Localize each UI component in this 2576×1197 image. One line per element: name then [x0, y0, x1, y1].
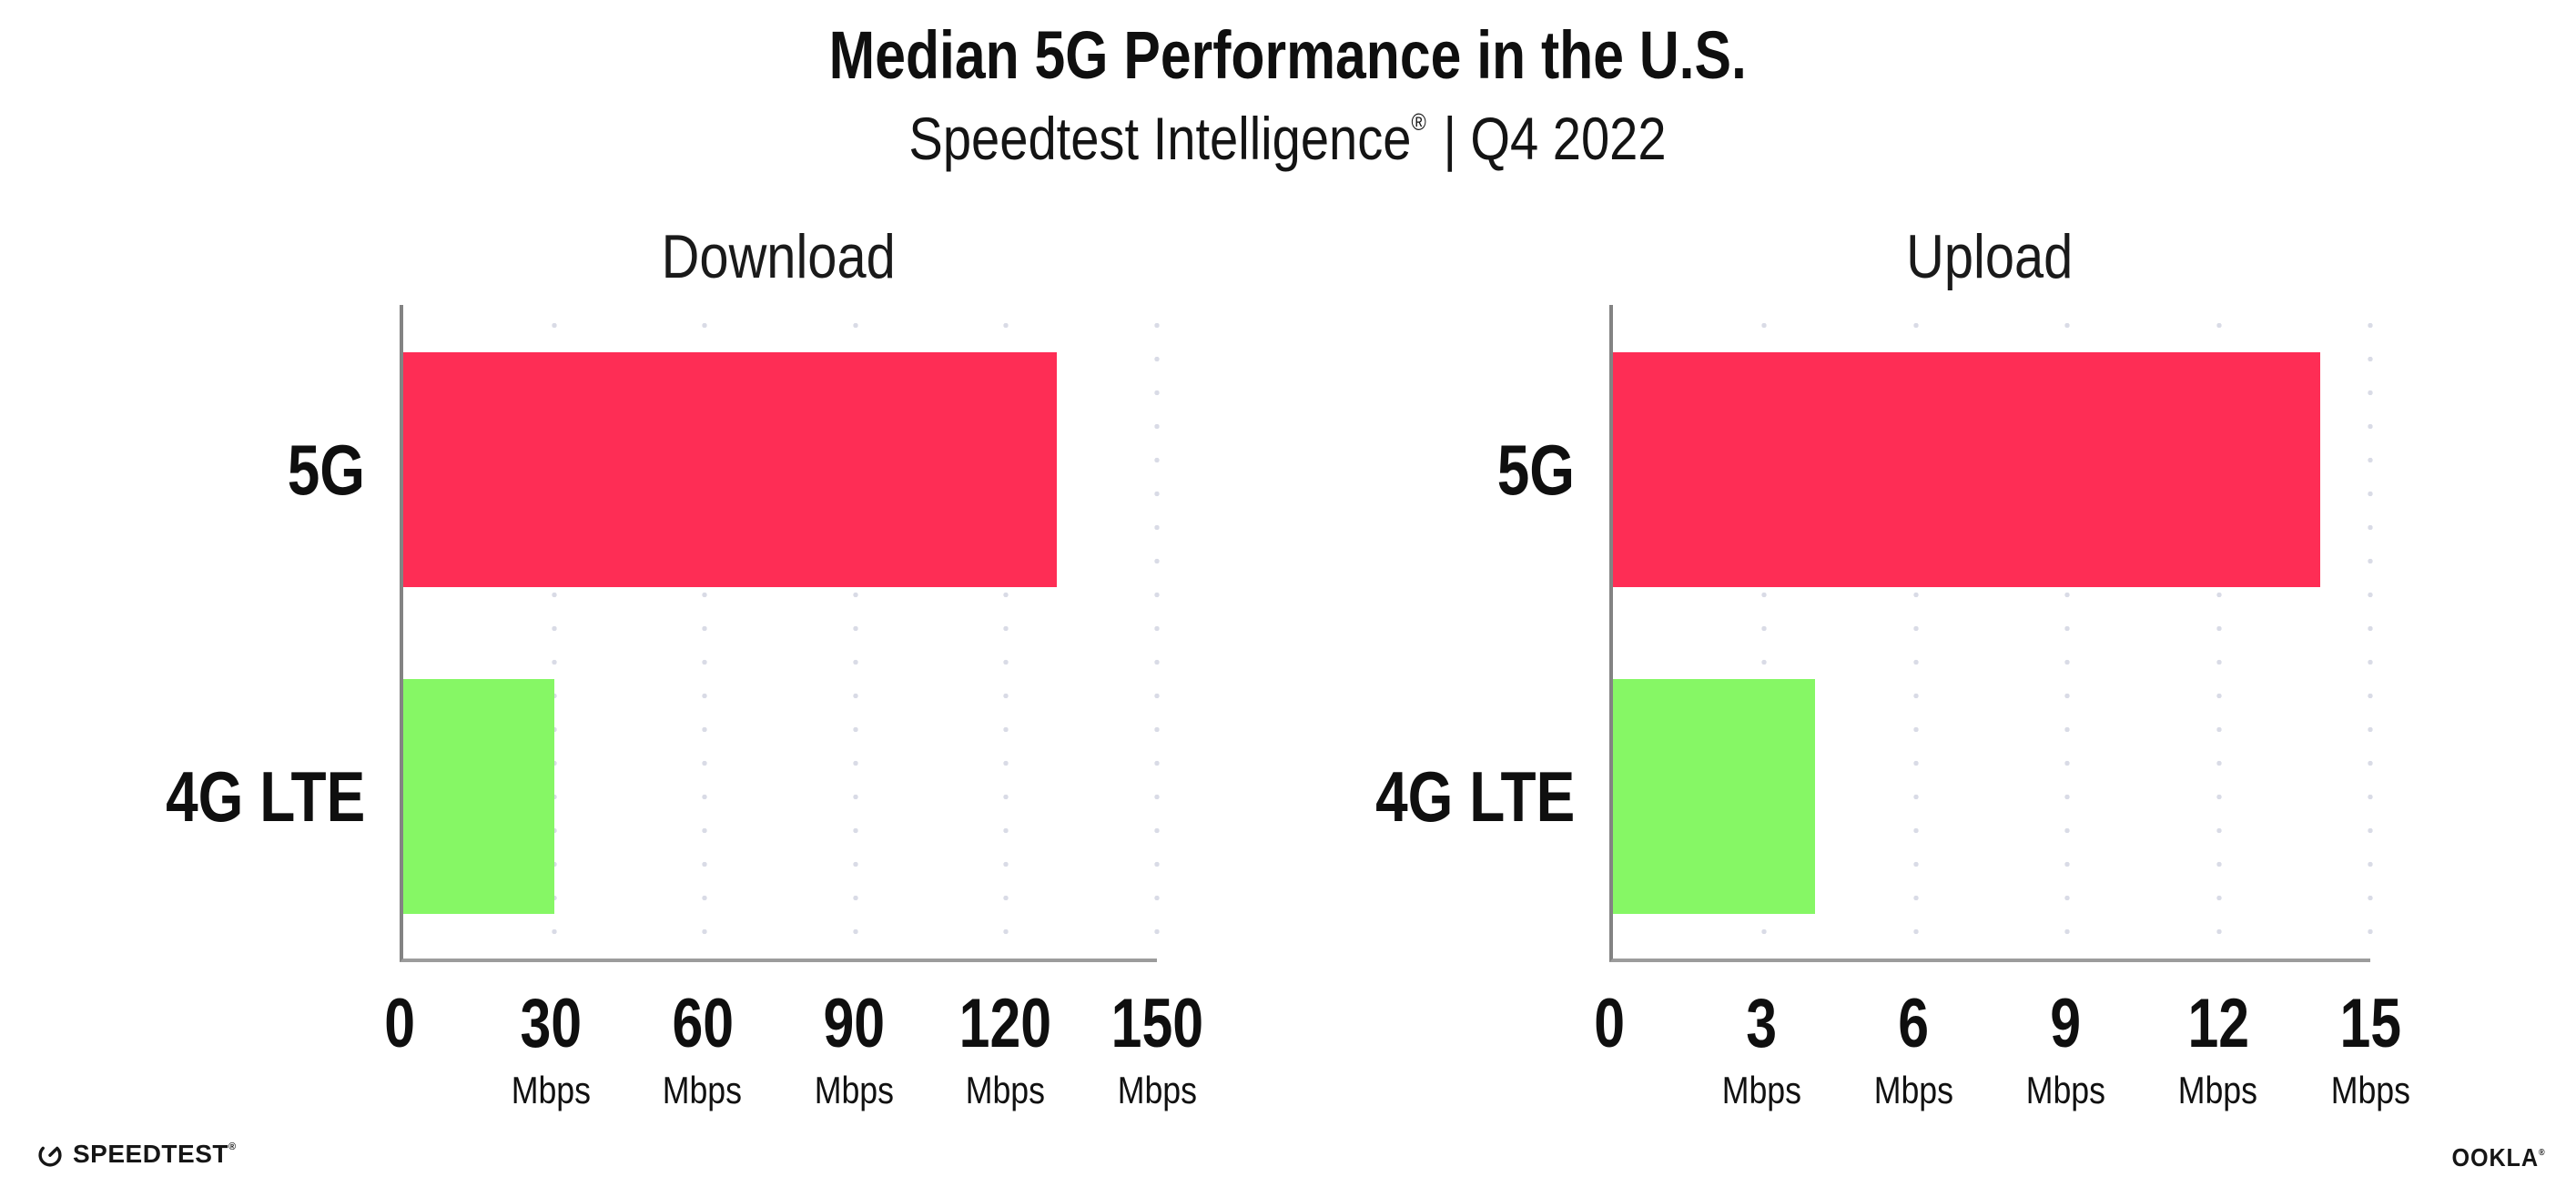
x-tick-value: 3 — [1746, 985, 1778, 1062]
x-tick-value: 0 — [384, 985, 415, 1062]
page-title-text: Median 5G Performance in the U.S. — [828, 17, 1748, 93]
category-label-4g-lte: 4G LTE — [122, 679, 365, 914]
x-tick-unit: Mbps — [814, 1069, 894, 1111]
speedtest-logo: SPEEDTEST® — [36, 1140, 237, 1169]
header: Median 5G Performance in the U.S. Speedt… — [0, 0, 2576, 170]
x-tick-unit: Mbps — [965, 1069, 1046, 1111]
speedtest-label: SPEEDTEST — [73, 1140, 228, 1168]
x-tick-value: 90 — [823, 985, 886, 1062]
category-label-5g: 5G — [1480, 352, 1575, 587]
bar-5g — [403, 352, 1057, 587]
upload-x-axis-labels: 0 3 Mbps 6 Mbps 9 Mbps 12 Mbps 15 Mbps — [1594, 985, 2410, 1135]
x-tick-value: 60 — [671, 985, 734, 1062]
download-chart: Download 5G 4G LTE 0 30 Mbps 60 Mbps 90 Mbps 120… — [166, 218, 1203, 1135]
category-label-text: 5G — [1496, 429, 1575, 510]
subtitle-brand: Speedtest Intelligence — [908, 104, 1412, 172]
x-tick-value: 15 — [2339, 985, 2401, 1062]
x-tick-unit: Mbps — [2178, 1069, 2258, 1111]
page-subtitle-text: Speedtest Intelligence® | Q4 2022 — [909, 107, 1667, 170]
gridline-9 — [2064, 305, 2071, 962]
gridline-6 — [1912, 305, 1919, 962]
download-chart-title: Download — [400, 218, 1157, 305]
ookla-registered-mark: ® — [2538, 1148, 2545, 1158]
gridline-60 — [702, 305, 708, 962]
registered-mark: ® — [1411, 107, 1427, 136]
category-label-text: 4G LTE — [165, 756, 365, 837]
upload-chart: Upload 5G 4G LTE 0 3 Mbps 6 Mbps 9 Mbps 12 Mbps 15… — [1375, 218, 2410, 1135]
download-plot-area: 5G 4G LTE — [166, 305, 1160, 962]
category-label-4g-lte: 4G LTE — [1332, 679, 1575, 914]
speedtest-registered-mark: ® — [228, 1141, 237, 1152]
bar-4g-lte — [1613, 679, 1815, 914]
x-tick-unit: Mbps — [1721, 1069, 1801, 1111]
x-tick-value: 9 — [2050, 985, 2082, 1062]
speedtest-wordmark: SPEEDTEST® — [73, 1140, 237, 1169]
gridline-3 — [1761, 305, 1768, 962]
download-x-axis-labels: 0 30 Mbps 60 Mbps 90 Mbps 120 Mbps 150 Mbps — [384, 985, 1203, 1135]
x-tick-unit: Mbps — [1117, 1069, 1197, 1111]
gridline-30 — [551, 305, 557, 962]
gridline-12 — [2216, 305, 2222, 962]
x-tick-unit: Mbps — [663, 1069, 743, 1111]
download-chart-title-text: Download — [661, 222, 896, 291]
bar-4g-lte — [403, 679, 554, 914]
x-tick-unit: Mbps — [511, 1069, 592, 1111]
x-tick-value: 0 — [1594, 985, 1625, 1062]
upload-chart-title-text: Upload — [1906, 222, 2074, 291]
x-tick-value: 12 — [2186, 985, 2249, 1062]
speedtest-gauge-icon — [38, 1146, 62, 1167]
x-tick-value: 6 — [1898, 985, 1930, 1062]
ookla-wordmark: OOKLA® — [2451, 1143, 2545, 1172]
bar-5g — [1613, 352, 2320, 587]
ookla-logo: OOKLA® — [2441, 1143, 2545, 1172]
category-label-5g: 5G — [270, 352, 365, 587]
x-tick-value: 30 — [520, 985, 583, 1062]
ookla-label: OOKLA — [2450, 1143, 2539, 1172]
subtitle-separator: | — [1443, 104, 1457, 172]
gridline-120 — [1003, 305, 1009, 962]
x-tick-unit: Mbps — [2330, 1069, 2410, 1111]
x-tick-unit: Mbps — [1873, 1069, 1954, 1111]
category-label-text: 4G LTE — [1374, 756, 1575, 837]
upload-chart-title: Upload — [1609, 218, 2370, 305]
x-tick-value: 120 — [958, 985, 1052, 1062]
page-title: Median 5G Performance in the U.S. — [0, 20, 2576, 91]
x-tick-unit: Mbps — [2025, 1069, 2106, 1111]
gridline-90 — [852, 305, 858, 962]
gridline-150 — [1154, 305, 1160, 962]
x-tick-value: 150 — [1111, 985, 1203, 1062]
page-subtitle: Speedtest Intelligence® | Q4 2022 — [0, 107, 2576, 170]
subtitle-period: Q4 2022 — [1470, 104, 1668, 172]
gridline-15 — [2368, 305, 2373, 962]
category-label-text: 5G — [287, 429, 365, 510]
upload-plot-area: 5G 4G LTE — [1375, 305, 2373, 962]
